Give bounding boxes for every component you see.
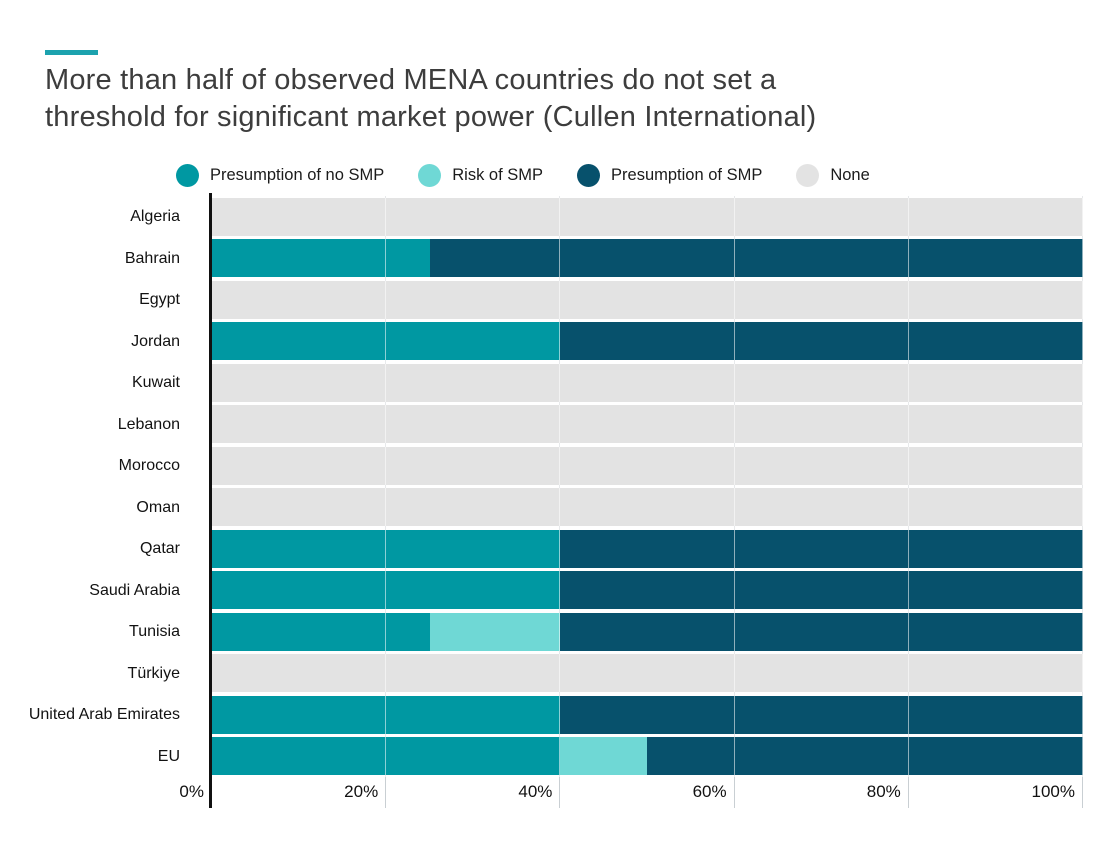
legend-item-no_smp[interactable]: Presumption of no SMP	[176, 163, 385, 187]
bar-segment-no_smp[interactable]	[212, 571, 561, 610]
y-axis-line	[209, 193, 212, 808]
bar-track	[212, 280, 1083, 319]
category-label: United Arab Emirates	[28, 706, 180, 723]
x-tick-label: 60%	[692, 782, 727, 801]
x-tick-label: 80%	[866, 782, 901, 801]
bar-segment-none[interactable]	[212, 446, 1083, 485]
bar-row	[212, 404, 1083, 446]
bar-segment-smp[interactable]	[560, 571, 1083, 610]
x-tick-label: 40%	[518, 782, 553, 801]
category-label: Saudi Arabia	[89, 581, 180, 599]
bar-track	[212, 239, 1083, 278]
legend-dot-no_smp	[176, 163, 199, 187]
legend-label: Risk of SMP	[452, 165, 544, 184]
bar-segment-no_smp[interactable]	[212, 529, 561, 568]
bar-row	[212, 611, 1083, 653]
bar-segment-none[interactable]	[212, 197, 1083, 236]
bar-track	[212, 654, 1083, 693]
bar-segment-no_smp[interactable]	[212, 322, 561, 361]
category-label: Oman	[136, 498, 180, 516]
category-label: EU	[157, 747, 180, 765]
bar-segment-none[interactable]	[212, 488, 1083, 527]
bar-track	[212, 488, 1083, 527]
bar-track	[212, 322, 1083, 361]
bar-segment-smp[interactable]	[429, 239, 1083, 278]
bar-segment-no_smp[interactable]	[212, 695, 561, 734]
category-label: Jordan	[131, 332, 180, 350]
legend-dot-none	[796, 163, 820, 187]
bar-segment-smp[interactable]	[560, 322, 1083, 361]
legend-label: Presumption of no SMP	[210, 165, 385, 184]
bar-row	[212, 321, 1083, 363]
bar-track	[212, 737, 1083, 776]
bar-row	[212, 362, 1083, 404]
bar-row	[212, 570, 1083, 612]
category-label: Bahrain	[124, 249, 180, 267]
bar-segment-no_smp[interactable]	[212, 612, 430, 651]
legend-label: Presumption of SMP	[611, 165, 763, 184]
legend-item-smp[interactable]: Presumption of SMP	[577, 163, 763, 187]
chart-title-line-2: threshold for significant market power (…	[45, 101, 817, 133]
bar-row	[212, 196, 1083, 238]
x-tick-label: 20%	[344, 782, 379, 801]
bar-segment-smp[interactable]	[560, 695, 1083, 734]
bar-segment-no_smp[interactable]	[212, 737, 561, 776]
bar-row	[212, 279, 1083, 321]
bar-row	[212, 736, 1083, 778]
bar-track	[212, 612, 1083, 651]
category-label: Egypt	[139, 291, 180, 308]
category-label: Kuwait	[131, 374, 180, 391]
chart-legend: Presumption of no SMP Risk of SMP Presumpt…	[176, 163, 870, 187]
x-tick-label: 0%	[179, 782, 204, 801]
category-label: Algeria	[130, 208, 180, 225]
bar-track	[212, 529, 1083, 568]
category-label: Türkiye	[127, 664, 180, 682]
bar-segment-none[interactable]	[212, 405, 1083, 444]
bar-segment-smp[interactable]	[647, 737, 1083, 776]
bar-row	[212, 445, 1083, 487]
bar-segment-none[interactable]	[212, 654, 1083, 693]
accent-dash	[45, 50, 98, 55]
bar-segment-risk[interactable]	[429, 612, 561, 651]
legend-item-none[interactable]: None	[796, 163, 870, 187]
category-label: Morocco	[118, 457, 180, 474]
bar-track	[212, 571, 1083, 610]
bar-segment-smp[interactable]	[560, 529, 1083, 568]
legend-item-risk[interactable]: Risk of SMP	[418, 163, 544, 187]
bar-row	[212, 694, 1083, 736]
bar-row	[212, 528, 1083, 570]
bar-track	[212, 405, 1083, 444]
bar-row	[212, 238, 1083, 280]
legend-dot-smp	[577, 163, 601, 187]
bar-segment-smp[interactable]	[560, 612, 1083, 651]
bar-segment-risk[interactable]	[560, 737, 648, 776]
legend-dot-risk	[418, 163, 442, 187]
bar-rows	[212, 196, 1083, 777]
plot-area	[212, 196, 1083, 808]
bar-row	[212, 487, 1083, 529]
bar-segment-none[interactable]	[212, 280, 1083, 319]
category-label: Tunisia	[129, 623, 180, 640]
bar-row	[212, 653, 1083, 695]
category-label: Lebanon	[117, 415, 180, 433]
bar-segment-none[interactable]	[212, 363, 1083, 402]
bar-track	[212, 446, 1083, 485]
chart-title-line-1: More than half of observed MENA countrie…	[45, 64, 777, 96]
bar-track	[212, 197, 1083, 236]
x-tick-label: 100%	[1031, 782, 1075, 801]
bar-track	[212, 695, 1083, 734]
bar-track	[212, 363, 1083, 402]
legend-label: None	[830, 165, 870, 184]
x-axis-tick-labels: 0% 20% 40% 60% 80% 100%	[179, 781, 1083, 805]
chart-title: More than half of observed MENA countrie…	[45, 62, 1065, 136]
bar-segment-no_smp[interactable]	[212, 239, 430, 278]
category-label: Qatar	[139, 540, 180, 557]
